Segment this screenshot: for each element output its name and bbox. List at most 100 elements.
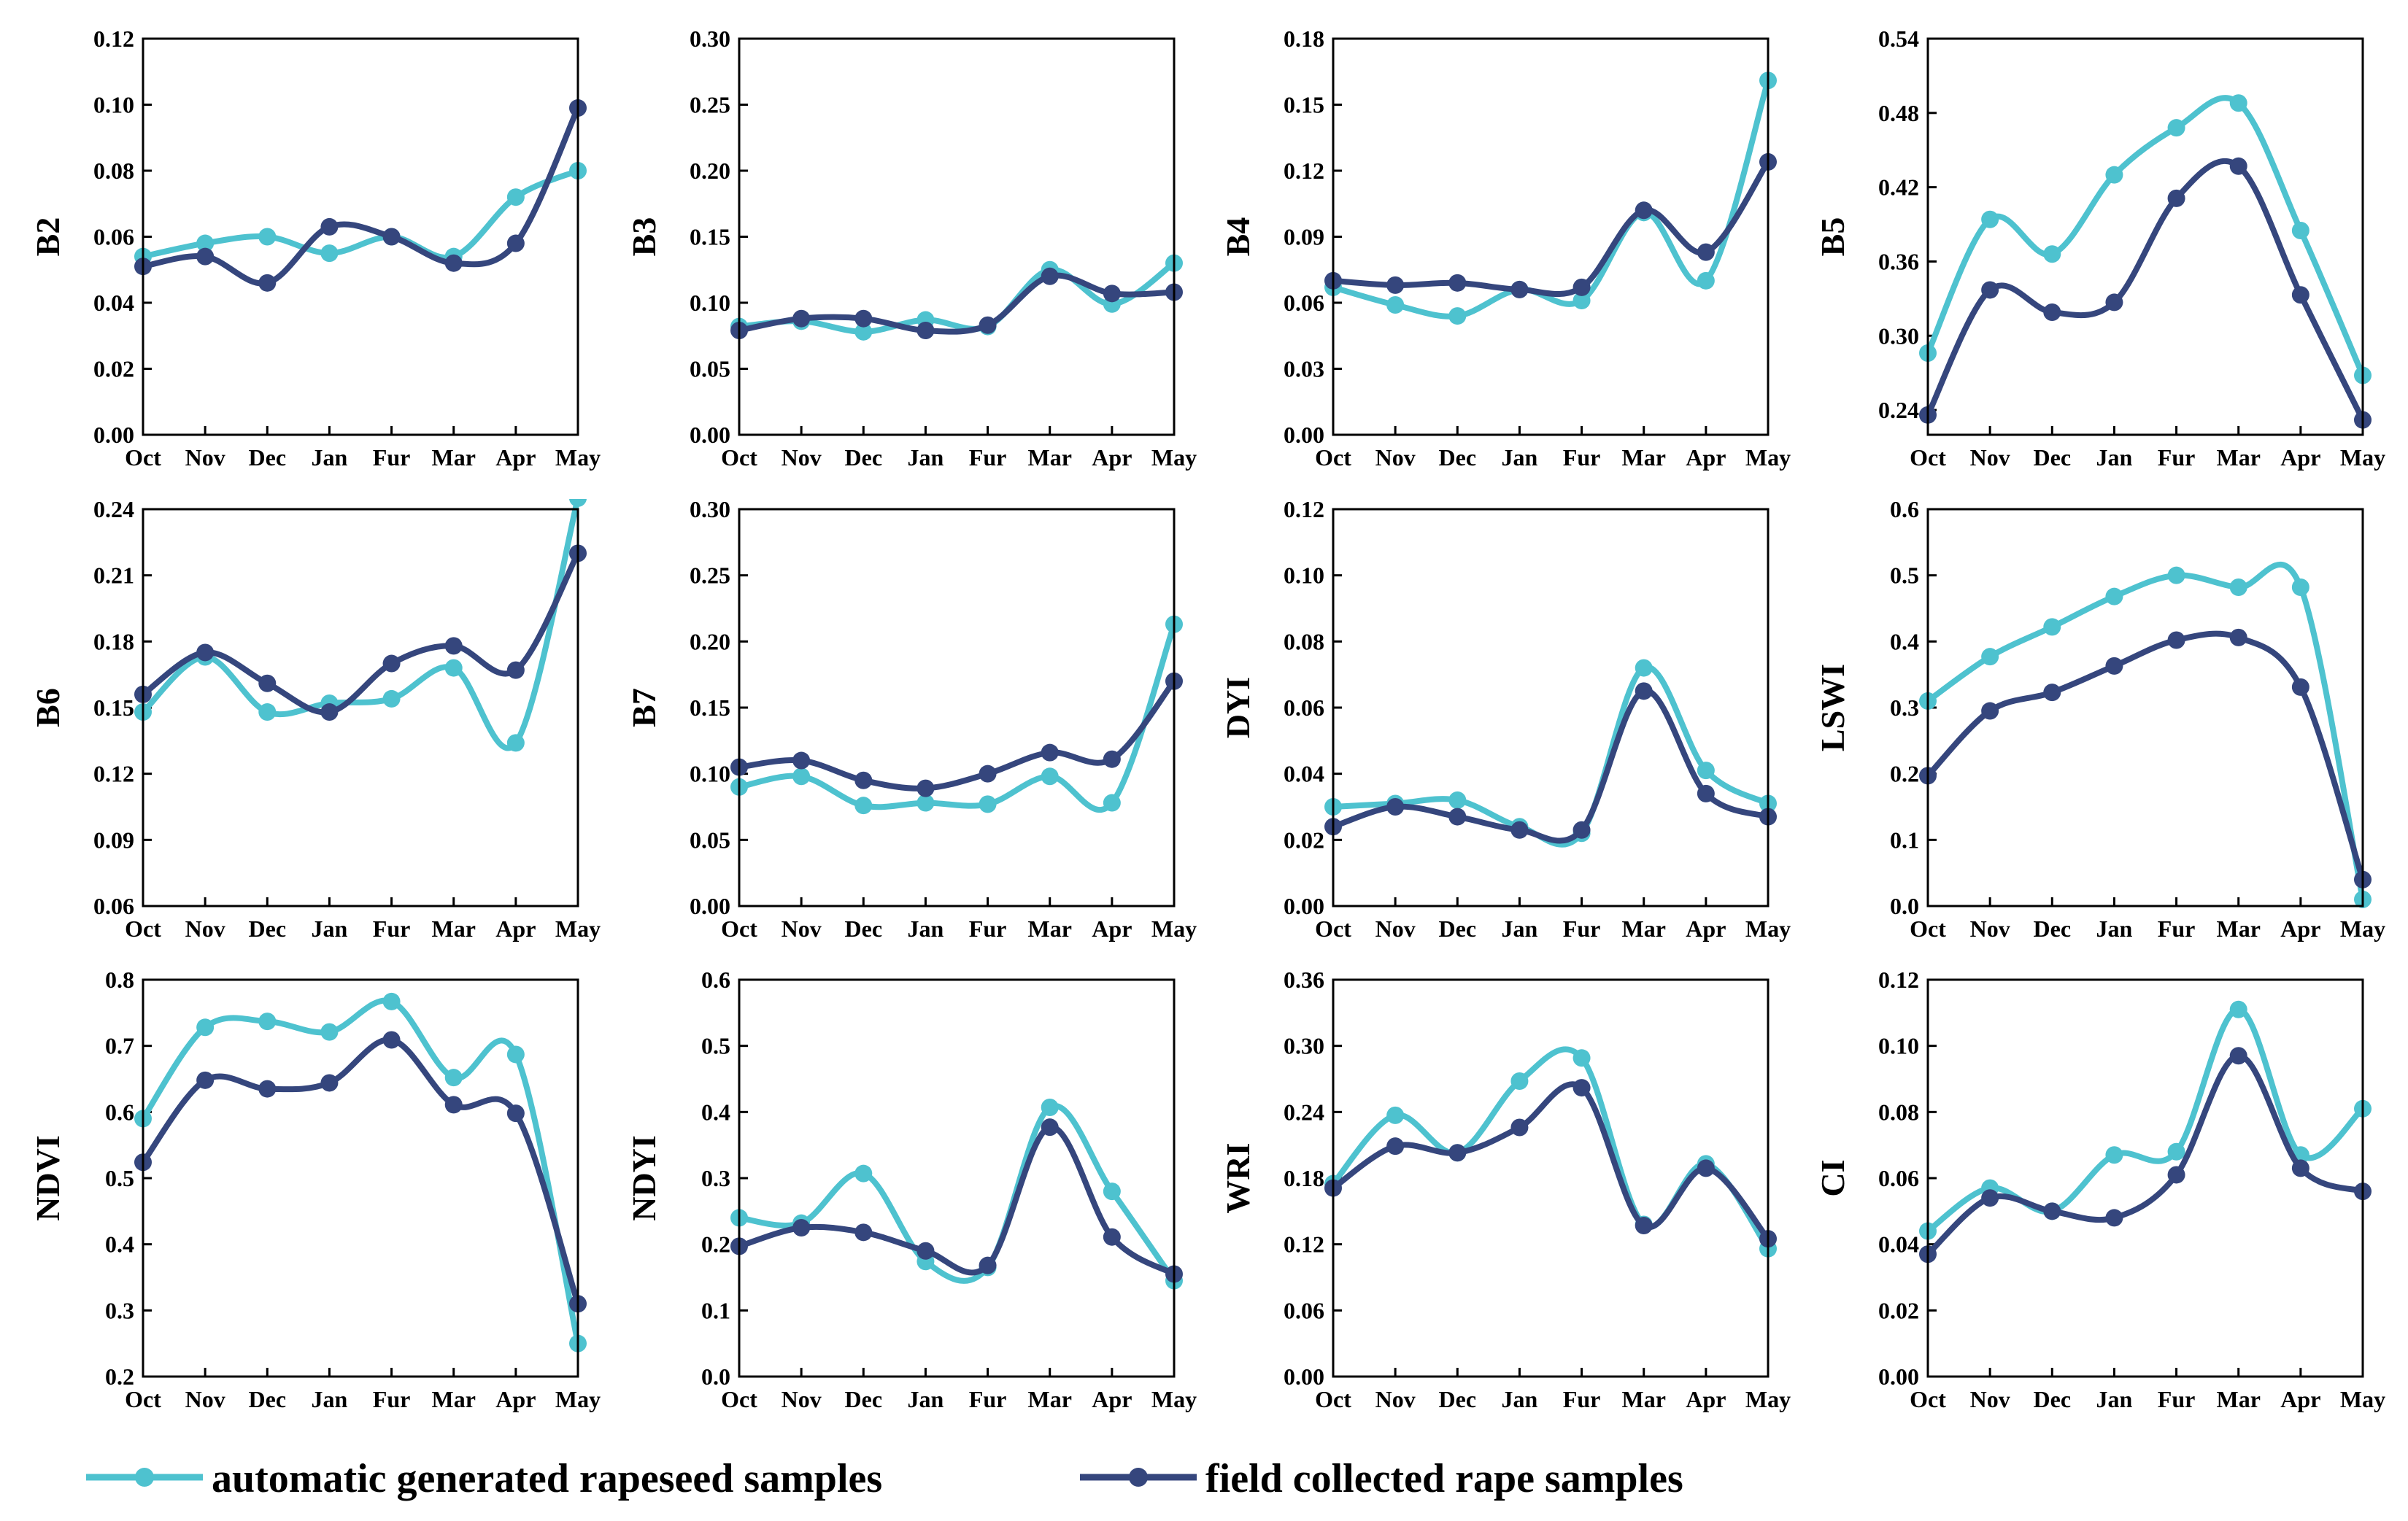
series-field-point	[1697, 784, 1715, 802]
x-tick-label: Jan	[1502, 916, 1538, 942]
series-auto-point	[444, 659, 463, 677]
series-field-point	[1510, 280, 1529, 298]
series-auto-point	[2105, 587, 2123, 605]
y-tick-label: 0.6	[1890, 496, 1919, 522]
series-field-point	[258, 674, 277, 692]
series-auto-point	[1572, 1049, 1591, 1067]
y-tick-label: 0.15	[690, 694, 730, 721]
x-tick-label: May	[1745, 1386, 1791, 1412]
x-tick-label: May	[555, 444, 601, 471]
x-tick-label: Apr	[2280, 444, 2320, 471]
series-field-point	[916, 322, 935, 340]
x-tick-label: Jan	[312, 1386, 348, 1412]
x-tick-label: Oct	[721, 916, 757, 942]
series-field-point	[1981, 702, 1999, 720]
series-auto-line	[1926, 562, 2366, 900]
series-auto-point	[2229, 1000, 2247, 1018]
y-tick-label: 0.10	[690, 290, 730, 316]
x-tick-label: Apr	[1092, 444, 1132, 471]
x-tick-label: Fur	[2158, 916, 2196, 942]
x-tick-label: Oct	[1910, 916, 1946, 942]
x-tick-label: Nov	[1375, 444, 1416, 471]
series-auto	[730, 1098, 1183, 1290]
y-tick-label: 0.09	[1284, 224, 1324, 250]
x-tick-label: Apr	[1686, 916, 1726, 942]
x-tick-label: Dec	[2034, 916, 2072, 942]
y-tick-label: 0.3	[701, 1165, 730, 1191]
y-tick-label: 0.08	[93, 158, 134, 184]
y-tick-label: 0.5	[105, 1165, 134, 1191]
plot-frame	[1926, 978, 2364, 1378]
series-auto-point	[2167, 566, 2185, 584]
series-auto-point	[1635, 659, 1653, 677]
x-tick-label: Apr	[495, 444, 536, 471]
series-field-point	[1041, 1118, 1059, 1137]
series-field-point	[2291, 1159, 2309, 1177]
x-tick-label: Oct	[721, 444, 757, 471]
y-tick-label: 0.12	[93, 761, 134, 787]
series-auto-point	[258, 1013, 277, 1031]
series-auto-point	[382, 992, 401, 1010]
x-tick-label: Mar	[432, 1386, 476, 1412]
y-tick-label: 0.06	[1284, 290, 1324, 316]
y-axis-label: B5	[1814, 217, 1851, 257]
x-tick-label: Fur	[373, 1386, 411, 1412]
y-tick-label: 0.00	[1284, 422, 1324, 448]
x-tick-label: Apr	[2280, 1386, 2320, 1412]
y-tick-label: 0.15	[93, 694, 134, 721]
y-tick-label: 0.10	[1284, 562, 1324, 589]
series-auto-line	[738, 1102, 1177, 1284]
y-tick-label: 0.2	[701, 1231, 730, 1258]
series-field-point	[1386, 276, 1405, 294]
series-field-point	[2105, 657, 2123, 675]
y-tick-label: 0.06	[93, 893, 134, 919]
y-tick-label: 0.3	[1890, 694, 1919, 721]
y-tick-label: 0.06	[1284, 694, 1324, 721]
series-auto-point	[1981, 648, 1999, 666]
y-tick-label: 0.00	[1878, 1363, 1919, 1390]
series-auto-point	[506, 188, 525, 206]
panel-ci: 0.00 0.02 0.04 0.06 0.08 0.10 0.12 Oct Nov Dec Jan…	[1814, 967, 2385, 1412]
series-auto-line	[142, 168, 579, 261]
series-field-point	[382, 228, 401, 246]
series-field-point	[258, 274, 277, 292]
x-tick-label: Nov	[1375, 916, 1416, 942]
panel-wri: 0.00 0.06 0.12 0.18 0.24 0.30 0.36 Oct Nov Dec Jan…	[1219, 967, 1791, 1412]
series-auto-point	[1510, 1072, 1529, 1091]
y-axis-label: DYI	[1219, 677, 1257, 738]
x-tick-label: Mar	[2217, 1386, 2261, 1412]
x-tick-label: May	[555, 916, 601, 942]
y-tick-label: 0.02	[1284, 827, 1324, 853]
y-tick-label: 0.05	[690, 356, 730, 382]
x-tick-label: Oct	[1315, 916, 1351, 942]
y-tick-label: 0.8	[105, 967, 134, 993]
x-tick-label: Dec	[845, 1386, 883, 1412]
series-auto-point	[506, 734, 525, 752]
x-tick-label: Apr	[1092, 1386, 1132, 1412]
series-field-point	[2229, 157, 2247, 175]
x-tick-label: May	[1151, 916, 1197, 942]
x-tick-label: Jan	[908, 444, 944, 471]
y-axis-label: B4	[1219, 217, 1257, 257]
x-tick-label: Oct	[1910, 444, 1946, 471]
y-axis-label: B2	[29, 217, 66, 257]
x-tick-label: Jan	[312, 916, 348, 942]
panel-b2: 0.00 0.02 0.04 0.06 0.08 0.10 0.12 Oct Nov Dec Jan…	[29, 26, 601, 471]
series-field-point	[320, 703, 339, 721]
x-tick-label: Nov	[185, 916, 225, 942]
y-axis-label: NDVI	[29, 1135, 66, 1221]
x-tick-label: Mar	[432, 916, 476, 942]
plot-frame	[1926, 37, 2364, 436]
y-tick-label: 0.48	[1878, 100, 1919, 126]
x-tick-label: Jan	[908, 916, 944, 942]
y-tick-label: 0.7	[105, 1033, 134, 1059]
y-tick-label: 0.06	[1284, 1297, 1324, 1323]
series-auto-point	[2043, 618, 2061, 636]
y-tick-label: 0.3	[105, 1297, 134, 1323]
y-tick-label: 0.20	[690, 158, 730, 184]
series-auto-point	[2291, 222, 2309, 240]
legend-auto-label: automatic generated rapeseed samples	[212, 1456, 882, 1501]
series-auto	[134, 992, 587, 1352]
series-field	[1919, 628, 2372, 889]
